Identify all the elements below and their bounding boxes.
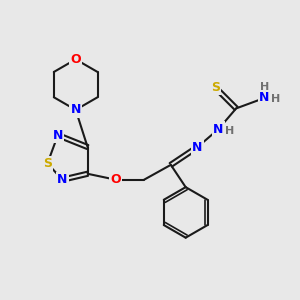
Text: S: S (43, 157, 52, 170)
Text: N: N (57, 173, 68, 186)
Text: N: N (192, 140, 203, 154)
Text: H: H (271, 94, 280, 104)
Text: N: N (213, 123, 224, 136)
Text: N: N (259, 92, 270, 104)
Text: S: S (211, 81, 220, 94)
Text: N: N (53, 129, 63, 142)
Text: O: O (70, 53, 81, 66)
Text: H: H (225, 126, 234, 136)
Text: O: O (110, 173, 121, 186)
Text: N: N (70, 103, 81, 116)
Text: H: H (260, 82, 269, 92)
